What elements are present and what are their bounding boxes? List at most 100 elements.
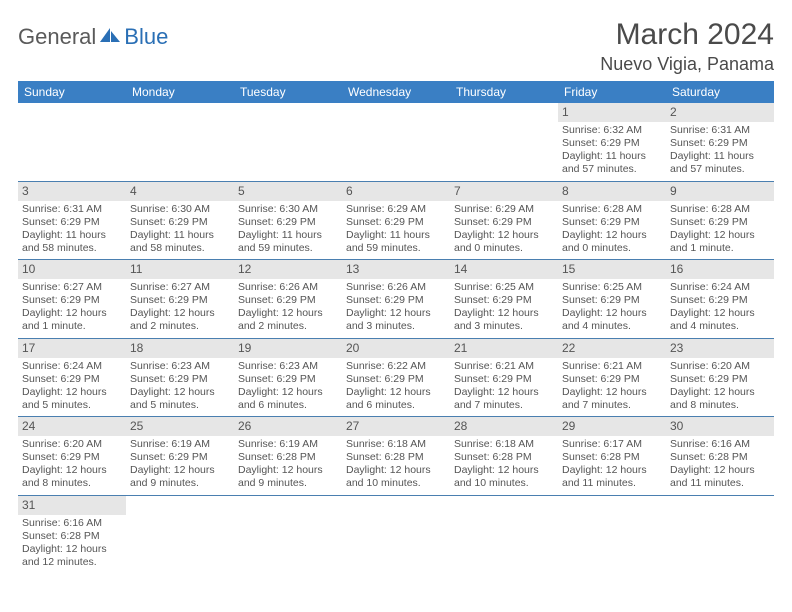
day-cell: 4Sunrise: 6:30 AMSunset: 6:29 PMDaylight… [126, 182, 234, 260]
sunrise-line: Sunrise: 6:18 AM [454, 438, 554, 451]
day-number: 9 [666, 182, 774, 201]
daylight-line: Daylight: 11 hours [562, 150, 662, 163]
sunrise-line: Sunrise: 6:28 AM [670, 203, 770, 216]
weekday-label: Saturday [666, 81, 774, 103]
daylight-line: and 11 minutes. [562, 477, 662, 490]
sunrise-line: Sunrise: 6:27 AM [22, 281, 122, 294]
sunset-line: Sunset: 6:29 PM [562, 216, 662, 229]
sunrise-line: Sunrise: 6:23 AM [130, 360, 230, 373]
day-number: 7 [450, 182, 558, 201]
sunrise-line: Sunrise: 6:32 AM [562, 124, 662, 137]
week-row: 24Sunrise: 6:20 AMSunset: 6:29 PMDayligh… [18, 417, 774, 496]
sunset-line: Sunset: 6:28 PM [22, 530, 122, 543]
daylight-line: Daylight: 12 hours [130, 464, 230, 477]
sunrise-line: Sunrise: 6:19 AM [130, 438, 230, 451]
daylight-line: Daylight: 12 hours [22, 464, 122, 477]
sunset-line: Sunset: 6:28 PM [670, 451, 770, 464]
week-row: 1Sunrise: 6:32 AMSunset: 6:29 PMDaylight… [18, 103, 774, 182]
daylight-line: Daylight: 12 hours [22, 543, 122, 556]
sunrise-line: Sunrise: 6:30 AM [130, 203, 230, 216]
daylight-line: and 57 minutes. [562, 163, 662, 176]
day-cell: 25Sunrise: 6:19 AMSunset: 6:29 PMDayligh… [126, 417, 234, 495]
daylight-line: and 7 minutes. [562, 399, 662, 412]
daylight-line: Daylight: 11 hours [22, 229, 122, 242]
day-cell: 21Sunrise: 6:21 AMSunset: 6:29 PMDayligh… [450, 339, 558, 417]
daylight-line: Daylight: 12 hours [670, 307, 770, 320]
daylight-line: Daylight: 12 hours [454, 307, 554, 320]
sunrise-line: Sunrise: 6:21 AM [454, 360, 554, 373]
daylight-line: Daylight: 12 hours [562, 307, 662, 320]
day-number: 3 [18, 182, 126, 201]
day-number: 2 [666, 103, 774, 122]
day-cell: 23Sunrise: 6:20 AMSunset: 6:29 PMDayligh… [666, 339, 774, 417]
daylight-line: and 5 minutes. [130, 399, 230, 412]
day-number: 24 [18, 417, 126, 436]
sunset-line: Sunset: 6:29 PM [22, 373, 122, 386]
daylight-line: and 12 minutes. [22, 556, 122, 569]
day-cell: 28Sunrise: 6:18 AMSunset: 6:28 PMDayligh… [450, 417, 558, 495]
daylight-line: and 3 minutes. [346, 320, 446, 333]
day-number: 8 [558, 182, 666, 201]
sunrise-line: Sunrise: 6:22 AM [346, 360, 446, 373]
day-cell: 19Sunrise: 6:23 AMSunset: 6:29 PMDayligh… [234, 339, 342, 417]
daylight-line: Daylight: 12 hours [238, 464, 338, 477]
day-number: 11 [126, 260, 234, 279]
sunrise-line: Sunrise: 6:28 AM [562, 203, 662, 216]
day-number: 15 [558, 260, 666, 279]
daylight-line: Daylight: 12 hours [562, 464, 662, 477]
sunset-line: Sunset: 6:29 PM [454, 373, 554, 386]
sunrise-line: Sunrise: 6:25 AM [454, 281, 554, 294]
sunset-line: Sunset: 6:29 PM [22, 294, 122, 307]
day-number: 27 [342, 417, 450, 436]
sunset-line: Sunset: 6:29 PM [454, 216, 554, 229]
sunset-line: Sunset: 6:29 PM [670, 216, 770, 229]
daylight-line: Daylight: 12 hours [130, 307, 230, 320]
daylight-line: and 9 minutes. [130, 477, 230, 490]
sunset-line: Sunset: 6:29 PM [238, 294, 338, 307]
empty-cell [126, 103, 234, 181]
day-cell: 24Sunrise: 6:20 AMSunset: 6:29 PMDayligh… [18, 417, 126, 495]
day-cell: 3Sunrise: 6:31 AMSunset: 6:29 PMDaylight… [18, 182, 126, 260]
daylight-line: and 10 minutes. [346, 477, 446, 490]
sunset-line: Sunset: 6:29 PM [130, 294, 230, 307]
daylight-line: and 2 minutes. [130, 320, 230, 333]
daylight-line: and 1 minute. [22, 320, 122, 333]
day-number: 28 [450, 417, 558, 436]
daylight-line: and 0 minutes. [562, 242, 662, 255]
sunrise-line: Sunrise: 6:16 AM [22, 517, 122, 530]
sunrise-line: Sunrise: 6:29 AM [346, 203, 446, 216]
daylight-line: Daylight: 12 hours [670, 229, 770, 242]
day-number: 12 [234, 260, 342, 279]
daylight-line: Daylight: 12 hours [562, 229, 662, 242]
sunrise-line: Sunrise: 6:16 AM [670, 438, 770, 451]
daylight-line: Daylight: 11 hours [346, 229, 446, 242]
sunset-line: Sunset: 6:29 PM [670, 294, 770, 307]
day-number: 6 [342, 182, 450, 201]
day-number: 23 [666, 339, 774, 358]
day-cell: 20Sunrise: 6:22 AMSunset: 6:29 PMDayligh… [342, 339, 450, 417]
sunset-line: Sunset: 6:29 PM [562, 373, 662, 386]
weeks-container: 1Sunrise: 6:32 AMSunset: 6:29 PMDaylight… [18, 103, 774, 573]
empty-cell [234, 103, 342, 181]
day-cell: 18Sunrise: 6:23 AMSunset: 6:29 PMDayligh… [126, 339, 234, 417]
day-cell: 1Sunrise: 6:32 AMSunset: 6:29 PMDaylight… [558, 103, 666, 181]
sunset-line: Sunset: 6:29 PM [130, 216, 230, 229]
daylight-line: Daylight: 12 hours [130, 386, 230, 399]
sunrise-line: Sunrise: 6:23 AM [238, 360, 338, 373]
daylight-line: and 10 minutes. [454, 477, 554, 490]
day-number: 26 [234, 417, 342, 436]
daylight-line: and 4 minutes. [670, 320, 770, 333]
day-cell: 17Sunrise: 6:24 AMSunset: 6:29 PMDayligh… [18, 339, 126, 417]
sunrise-line: Sunrise: 6:26 AM [238, 281, 338, 294]
daylight-line: Daylight: 12 hours [670, 386, 770, 399]
sunrise-line: Sunrise: 6:17 AM [562, 438, 662, 451]
empty-cell [126, 496, 234, 574]
sunset-line: Sunset: 6:29 PM [22, 451, 122, 464]
daylight-line: and 11 minutes. [670, 477, 770, 490]
sunrise-line: Sunrise: 6:29 AM [454, 203, 554, 216]
title-block: March 2024 Nuevo Vigia, Panama [600, 18, 774, 75]
logo-text-general: General [18, 24, 96, 50]
day-cell: 30Sunrise: 6:16 AMSunset: 6:28 PMDayligh… [666, 417, 774, 495]
daylight-line: Daylight: 12 hours [238, 307, 338, 320]
day-cell: 26Sunrise: 6:19 AMSunset: 6:28 PMDayligh… [234, 417, 342, 495]
